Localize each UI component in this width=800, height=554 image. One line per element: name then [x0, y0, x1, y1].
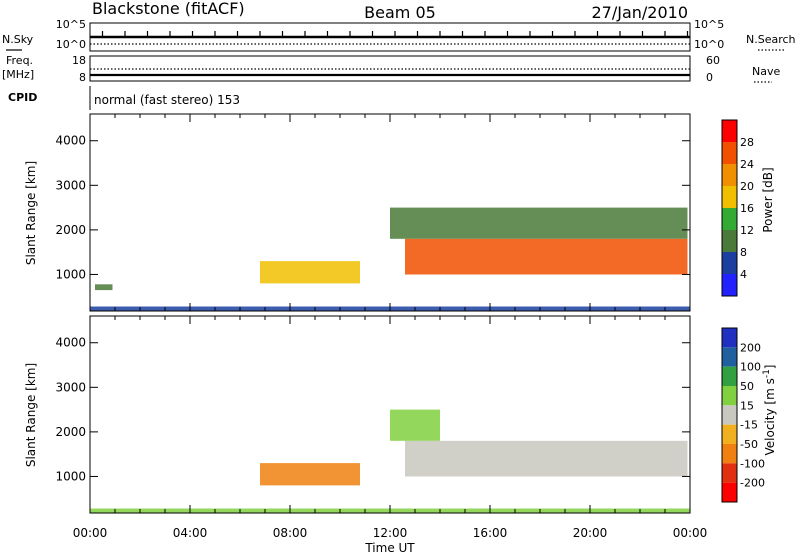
power-colorbar-label: Power [dB]: [761, 167, 775, 232]
time-tick-label: 16:00: [473, 526, 508, 540]
freq-left-unit: [MHz]: [2, 68, 34, 81]
power-axes: 1000 2000 3000 4000: [55, 114, 691, 311]
colorbar-swatch: [722, 142, 737, 164]
velocity-features: [90, 409, 690, 513]
echo-region: [260, 463, 360, 486]
colorbar-swatch: [722, 366, 737, 386]
velocity-panel: 1000 2000 3000 4000 Slant Range [km] 200 100…: [24, 315, 777, 514]
noise-right-tick-bottom: 10^0: [694, 38, 724, 51]
velocity-y-axis-label: Slant Range [km]: [24, 363, 38, 467]
time-axis-label: Time UT: [364, 541, 415, 554]
echo-region: [390, 409, 440, 441]
station-title: Blackstone (fitACF): [92, 0, 245, 18]
colorbar-swatch: [722, 186, 737, 208]
noise-right-tick-top: 10^5: [694, 18, 724, 31]
echo-region: [390, 207, 688, 239]
colorbar-tick-label: 8: [740, 246, 747, 259]
velocity-colorbar-label-close: ]: [763, 365, 777, 370]
echo-region: [405, 238, 688, 275]
colorbar-tick-label: 100: [740, 361, 761, 374]
range-tick-label: 3000: [55, 178, 86, 192]
freq-right-tick-bottom: 0: [706, 71, 713, 84]
range-tick-label: 4000: [55, 336, 86, 350]
range-tick-label: 1000: [55, 469, 86, 483]
velocity-colorbar: 200 100 50 15 -15 -50 -100 -200: [721, 327, 765, 503]
echo-region: [260, 261, 360, 284]
velocity-axes: 1000 2000 3000 4000: [55, 316, 691, 513]
colorbar-tick-label: 12: [740, 224, 754, 237]
velocity-colorbar-label-exp: -1: [762, 369, 772, 378]
noise-spikes: [101, 31, 689, 37]
power-colorbar: 4 8 12 16 20 24 28: [721, 119, 754, 297]
cpid-label: CPID: [8, 91, 37, 104]
freq-right-tick-top: 60: [706, 54, 720, 67]
colorbar-tick-label: 4: [740, 268, 747, 281]
colorbar-tick-label: 28: [740, 136, 754, 149]
colorbar-swatch: [722, 424, 737, 444]
noise-left-tick-top: 10^5: [56, 18, 86, 31]
colorbar-swatch: [722, 328, 737, 348]
freq-panel: Freq. [MHz] 18 8 60 0 Nave: [2, 54, 780, 84]
colorbar-tick-label: 15: [740, 399, 754, 412]
colorbar-tick-label: -100: [740, 457, 765, 470]
time-axis: 00:00 04:00 08:00 12:00 16:00 20:00 00:00: [73, 526, 708, 540]
range-tick-label: 2000: [55, 223, 86, 237]
noise-right-label: N.Search: [746, 33, 796, 46]
colorbar-swatch: [722, 405, 737, 425]
colorbar-tick-label: -50: [740, 438, 758, 451]
colorbar-swatch: [722, 444, 737, 464]
colorbar-swatch: [722, 463, 737, 483]
freq-right-label: Nave: [752, 65, 780, 78]
colorbar-swatch: [722, 386, 737, 406]
range-tick-label: 2000: [55, 425, 86, 439]
time-tick-label: 04:00: [173, 526, 208, 540]
range-tick-label: 4000: [55, 134, 86, 148]
time-tick-label: 00:00: [673, 526, 708, 540]
colorbar-tick-label: -15: [740, 419, 758, 432]
time-tick-label: 20:00: [573, 526, 608, 540]
noise-left-label: N.Sky: [2, 33, 34, 46]
colorbar-swatch: [722, 347, 737, 367]
velocity-colorbar-label: Velocity [m s-1]: [762, 365, 777, 456]
noise-left-tick-bottom: 10^0: [56, 38, 86, 51]
freq-panel-frame: [89, 55, 691, 82]
colorbar-tick-label: -200: [740, 477, 765, 490]
beam-title: Beam 05: [364, 3, 436, 22]
power-features: [90, 207, 690, 311]
time-tick-label: 00:00: [73, 526, 108, 540]
echo-region: [95, 284, 113, 291]
colorbar-tick-label: 50: [740, 380, 754, 393]
noise-panel: N.Sky 10^5 10^0 10^5 10^0 N.Search: [2, 18, 796, 52]
range-tick-label: 1000: [55, 267, 86, 281]
colorbar-tick-label: 16: [740, 202, 754, 215]
cpid-value: normal (fast stereo) 153: [94, 93, 240, 107]
colorbar-frame: [721, 119, 738, 297]
colorbar-tick-label: 200: [740, 341, 761, 354]
freq-left-tick-top: 18: [72, 54, 86, 67]
power-panel: 1000 2000 3000 4000 Slant Range [km] 4 8 12 16…: [24, 113, 775, 312]
colorbar-swatch: [722, 274, 737, 296]
power-y-axis-label: Slant Range [km]: [24, 161, 38, 265]
colorbar-swatch: [722, 164, 737, 186]
range-tick-label: 3000: [55, 380, 86, 394]
colorbar-swatch: [722, 482, 737, 502]
velocity-colorbar-label-text: Velocity [m s: [763, 378, 777, 455]
freq-left-tick-bottom: 8: [79, 71, 86, 84]
colorbar-swatch: [722, 230, 737, 252]
freq-left-label: Freq.: [6, 54, 33, 67]
time-tick-label: 12:00: [373, 526, 408, 540]
colorbar-swatch: [722, 120, 737, 142]
colorbar-swatch: [722, 252, 737, 274]
echo-region: [405, 440, 688, 477]
colorbar-tick-label: 20: [740, 180, 754, 193]
colorbar-swatch: [722, 208, 737, 230]
date-title: 27/Jan/2010: [591, 3, 688, 22]
colorbar-frame: [721, 327, 738, 503]
time-tick-label: 08:00: [273, 526, 308, 540]
colorbar-tick-label: 24: [740, 158, 754, 171]
